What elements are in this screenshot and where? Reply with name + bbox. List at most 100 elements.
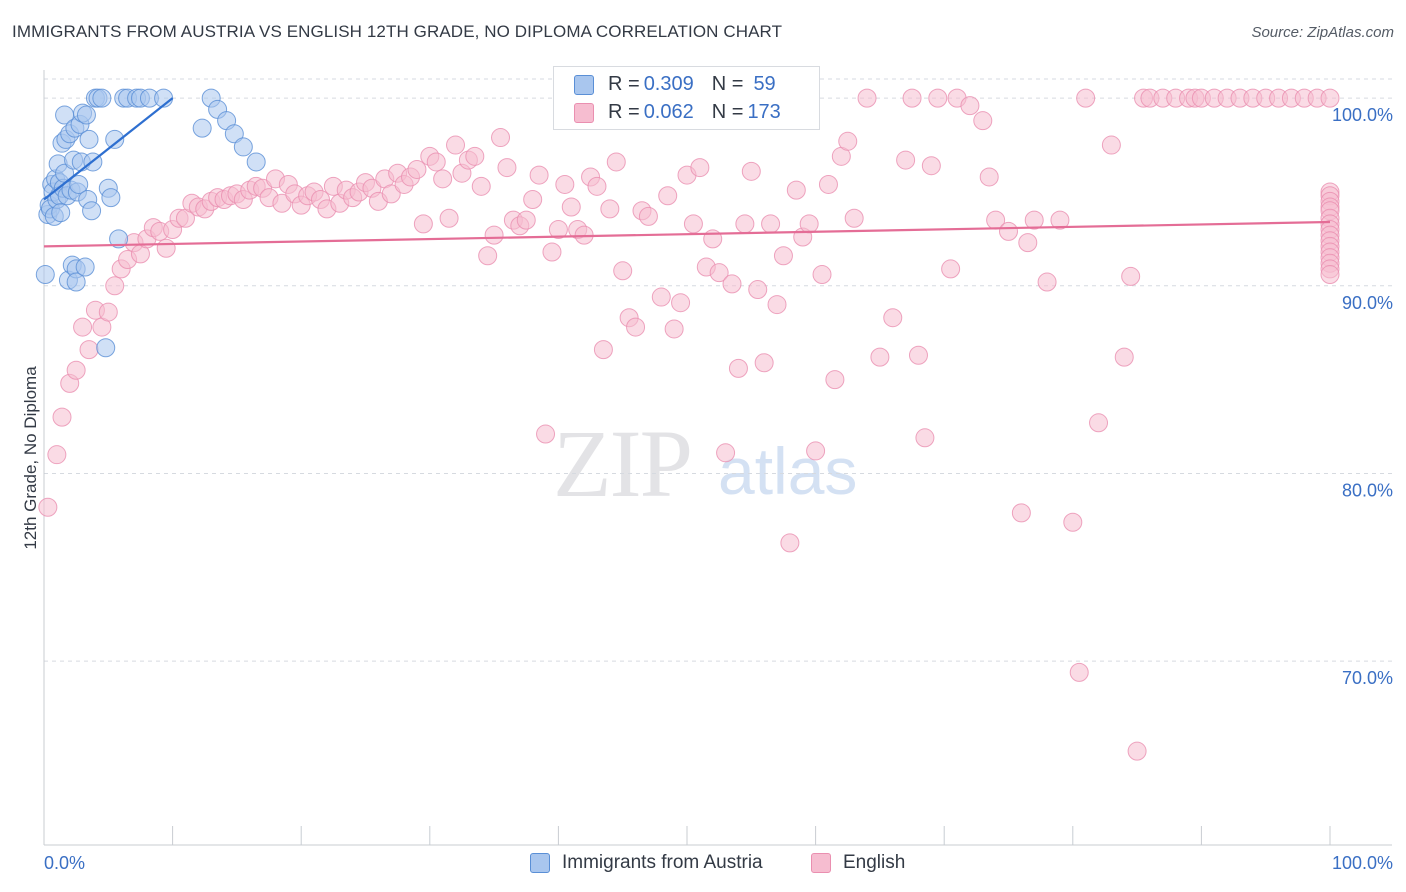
blue-swatch <box>574 74 594 95</box>
pink-point <box>638 206 658 226</box>
pink-point <box>786 180 806 200</box>
pink-point <box>1011 503 1031 523</box>
pink-point <box>38 497 58 517</box>
blue-point <box>105 129 125 149</box>
pink-point <box>1063 512 1083 532</box>
pink-point <box>523 189 543 209</box>
pink-r-label: R = <box>608 101 640 123</box>
pink-point <box>748 280 768 300</box>
pink-point <box>433 169 453 189</box>
legend-label-english: English <box>843 852 906 873</box>
blue-point <box>75 257 95 277</box>
pink-point <box>767 295 787 315</box>
pink-point <box>471 176 491 196</box>
pink-point <box>773 246 793 266</box>
grid-layer <box>44 78 1392 662</box>
stats-row-pink: R = 0.062 N = 173 <box>574 101 781 124</box>
pink-point <box>896 150 916 170</box>
pink-point <box>105 276 125 296</box>
pink-point <box>426 152 446 172</box>
blue-point <box>192 118 212 138</box>
watermark-atlas: atlas <box>718 434 858 508</box>
pink-point <box>561 197 581 217</box>
pink-point <box>529 165 549 185</box>
pink-point <box>780 533 800 553</box>
blue-point <box>35 265 55 285</box>
pink-point <box>941 259 961 279</box>
pink-point <box>806 441 826 461</box>
blue-r-label: R = <box>608 73 640 95</box>
y-tick-label: 80.0% <box>1342 480 1393 500</box>
blue-point <box>69 174 89 194</box>
stats-legend: R = 0.309 N = 59 R = 0.062 N = 173 <box>553 66 820 130</box>
pink-point <box>928 88 948 108</box>
pink-r-value: 0.062 <box>643 101 694 123</box>
pink-swatch <box>574 102 594 123</box>
pink-point <box>66 360 86 380</box>
pink-point <box>542 242 562 262</box>
pink-point <box>413 214 433 234</box>
pink-point <box>548 220 568 240</box>
pink-point <box>536 424 556 444</box>
pink-point <box>1320 265 1340 285</box>
blue-point <box>246 152 266 172</box>
pink-point <box>799 214 819 234</box>
blue-point <box>109 229 129 249</box>
pink-point <box>651 287 671 307</box>
x-tick-label-min: 0.0% <box>44 853 85 873</box>
pink-point <box>973 111 993 131</box>
pink-point <box>838 131 858 151</box>
pink-point <box>446 135 466 155</box>
pink-point <box>716 443 736 463</box>
blue-point <box>233 137 253 157</box>
legend-label-austria: Immigrants from Austria <box>562 852 763 873</box>
pink-point <box>883 308 903 328</box>
pink-point <box>999 221 1018 241</box>
pink-n-label: N = <box>711 101 744 123</box>
blue-n-value: 59 <box>753 73 776 95</box>
pink-point <box>709 263 729 283</box>
pink-point <box>728 358 748 378</box>
pink-point <box>671 293 691 313</box>
x-tick-label-max: 100.0% <box>1332 853 1393 873</box>
pink-point <box>735 214 755 234</box>
pink-point <box>478 246 498 266</box>
legend-swatch-austria <box>530 853 550 873</box>
pink-point <box>1076 88 1096 108</box>
pink-point <box>1050 210 1070 230</box>
pink-point <box>683 214 703 234</box>
blue-n-label: N = <box>711 73 744 95</box>
pink-point <box>979 167 999 187</box>
pink-point <box>825 370 845 390</box>
pink-point <box>1320 88 1340 108</box>
pink-point <box>908 345 928 365</box>
pink-point <box>1101 135 1121 155</box>
pink-point <box>741 161 761 181</box>
pink-point <box>902 88 922 108</box>
pink-point <box>555 174 575 194</box>
pink-point <box>52 407 72 427</box>
pink-point <box>921 156 941 176</box>
watermark-zip: ZIP <box>553 410 693 517</box>
label-layer: 70.0% 80.0% 90.0% 100.0% 0.0% 100.0% 12th Grad… <box>21 105 1393 873</box>
stats-row-blue: R = 0.309 N = 59 <box>574 73 776 96</box>
legend-item-austria[interactable]: Immigrants from Austria <box>530 852 763 874</box>
pink-point <box>1024 210 1044 230</box>
pink-point <box>658 186 678 206</box>
legend-swatch-english <box>811 853 831 873</box>
pink-point <box>915 428 935 448</box>
source-credit: Source: ZipAtlas.com <box>1251 24 1394 41</box>
y-tick-label: 70.0% <box>1342 668 1393 688</box>
y-tick-label: 100.0% <box>1332 105 1393 125</box>
pink-point <box>98 302 118 322</box>
pink-point <box>857 88 877 108</box>
pink-point <box>844 208 864 228</box>
legend-item-english[interactable]: English <box>811 852 905 874</box>
pink-point <box>516 210 536 230</box>
blue-point <box>82 201 102 221</box>
pink-point <box>1127 741 1147 761</box>
pink-point <box>1037 272 1057 292</box>
pink-point <box>439 208 459 228</box>
pink-point <box>613 261 633 281</box>
